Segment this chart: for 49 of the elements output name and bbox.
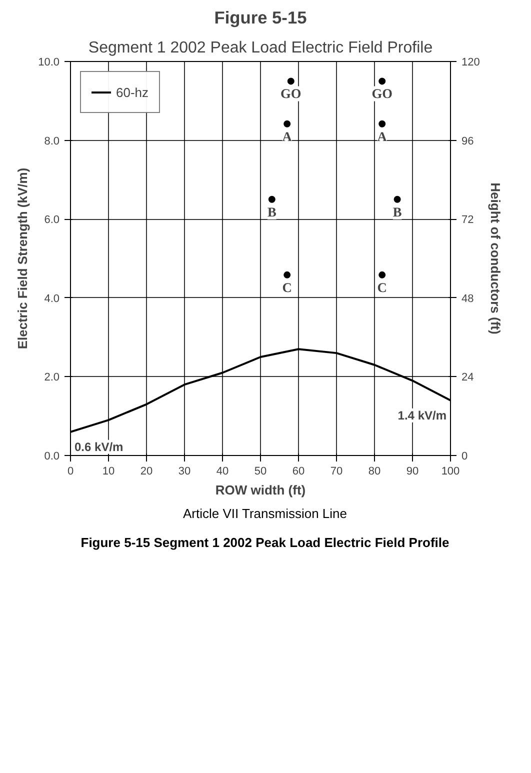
y2-axis-title: Height of conductors (ft) <box>488 182 503 334</box>
y-tick-label: 0.0 <box>44 450 60 462</box>
y-tick-label: 4.0 <box>44 292 60 305</box>
x-tick-label: 50 <box>254 466 267 478</box>
point <box>284 271 291 278</box>
x-tick-label: 10 <box>102 466 115 478</box>
data-label: B <box>392 204 402 220</box>
y2-tick-label: 96 <box>462 135 474 148</box>
point <box>284 120 291 128</box>
x-tick-label: 60 <box>292 466 305 478</box>
chart-title: Figure 5-15 <box>214 8 308 28</box>
point <box>378 120 386 128</box>
y-tick-label: 8.0 <box>44 135 60 148</box>
data-label: A <box>377 128 388 144</box>
x-tick-label: 70 <box>330 466 343 478</box>
y-tick-label: 10.0 <box>38 56 60 68</box>
y-tick-label: 2.0 <box>44 372 60 384</box>
point <box>394 196 401 203</box>
point <box>268 196 276 203</box>
x-tick-label: 30 <box>178 466 191 478</box>
y-tick-label: 6.0 <box>44 214 60 226</box>
data-label: C <box>377 280 387 295</box>
data-label: B <box>267 204 276 220</box>
x-tick-label: 90 <box>406 466 419 478</box>
data-label: GO <box>372 86 392 102</box>
caption: Figure 5-15 Segment 1 2002 Peak Load Electric Field Profile <box>80 534 450 552</box>
text: Article VII Transmission Line <box>182 505 347 523</box>
y2-tick-label: 0 <box>462 450 468 462</box>
y2-tick-label: 48 <box>462 292 474 305</box>
x-tick-label: 40 <box>216 466 229 478</box>
annotation: 1.4 kV/m <box>398 408 447 422</box>
x-tick-label: 0 <box>67 466 74 478</box>
y-axis-title: Electric Field Strength (kV/m) <box>15 168 30 350</box>
data-label: C <box>282 280 292 295</box>
x-tick-label: 100 <box>441 466 460 478</box>
legend-label: 60-hz <box>116 84 149 100</box>
x-tick-label: 80 <box>368 466 381 478</box>
y2-tick-label: 72 <box>462 214 474 226</box>
point <box>378 78 386 85</box>
chart-subtitle: Segment 1 2002 Peak Load Electric Field Profile <box>88 40 433 56</box>
data-label: A <box>282 128 292 144</box>
x-tick-label: 20 <box>140 466 153 478</box>
data-label: GO <box>280 86 302 102</box>
y2-tick-label: 120 <box>462 56 480 68</box>
x-axis-title: ROW width (ft) <box>215 482 306 498</box>
y2-tick-label: 24 <box>462 372 474 384</box>
annotation: 0.6 kV/m <box>74 440 124 454</box>
point <box>378 271 386 278</box>
point <box>287 78 294 85</box>
